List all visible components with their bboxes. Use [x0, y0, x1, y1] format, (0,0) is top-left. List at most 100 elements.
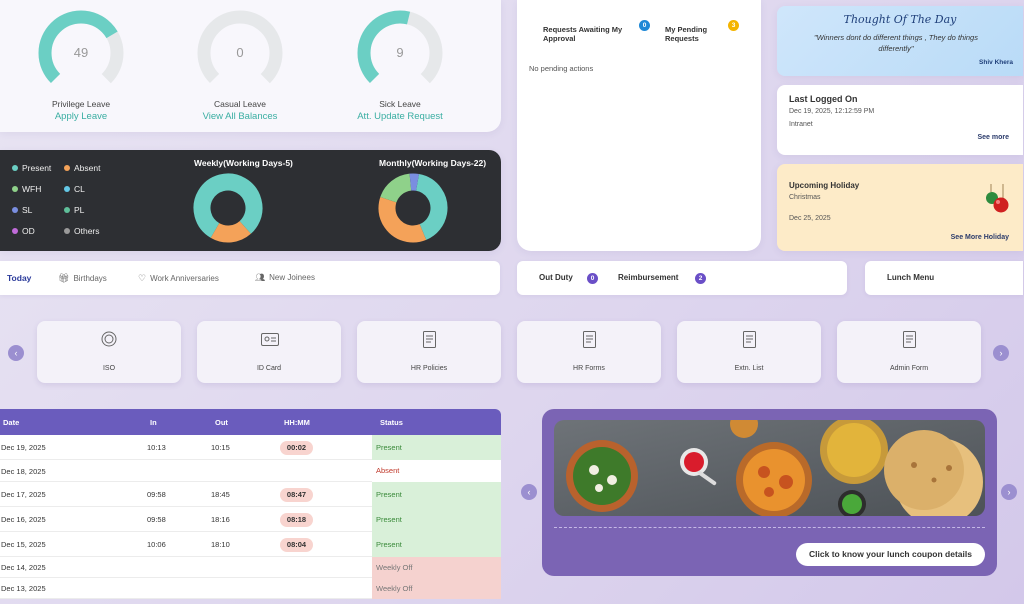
- slice-present: [378, 173, 448, 243]
- cell-out: 18:16: [211, 515, 230, 524]
- legend-swatch: [64, 186, 70, 192]
- tab-birthdays[interactable]: 🎁︎ Birthdays: [58, 273, 107, 284]
- tab-out-duty[interactable]: Out Duty: [539, 273, 573, 282]
- iso-icon: [101, 331, 117, 347]
- legend-label: OD: [22, 226, 35, 236]
- cell-date: Dec 17, 2025: [1, 490, 46, 499]
- christmas-ornament-icon: [986, 184, 1009, 213]
- privilege-leave-value: 49: [73, 45, 89, 60]
- privilege-leave-gauge: [38, 10, 124, 96]
- col-hhmm: HH:MM: [284, 418, 310, 427]
- quicklink-label: Admin Form: [889, 365, 929, 372]
- tab-my-pending-requests[interactable]: My Pending Requests: [665, 25, 708, 43]
- cell-hhmm: 08:47: [280, 488, 313, 502]
- attendance-chart-card: Present Absent WFH CL SL PL OD Others Weekly(Wo…: [0, 150, 501, 251]
- thought-of-day-card: Thought Of The Day "Winners dont do diff…: [777, 6, 1023, 76]
- legend-present: Present: [12, 163, 51, 173]
- quicklinks-prev-button[interactable]: ‹: [8, 345, 24, 361]
- banner-dashed-divider: [554, 527, 985, 528]
- quicklink-hr-forms[interactable]: HR Forms: [517, 321, 661, 383]
- cell-status: Present: [372, 507, 501, 532]
- quicklink-admin-form[interactable]: Admin Form: [837, 321, 981, 383]
- privilege-leave-label: Privilege Leave: [51, 99, 111, 109]
- users-icon: 👥︎: [255, 273, 266, 282]
- heart-icon: ♡: [138, 273, 147, 283]
- legend-swatch: [12, 186, 18, 192]
- tab-reimbursement[interactable]: Reimbursement: [618, 273, 678, 282]
- cell-date: Dec 15, 2025: [1, 540, 46, 549]
- lunch-coupon-button[interactable]: Click to know your lunch coupon details: [796, 543, 985, 566]
- cell-status: Weekly Off: [372, 557, 501, 578]
- quicklink-label: HR Policies: [410, 365, 448, 372]
- col-in: In: [150, 418, 157, 427]
- holiday-title: Upcoming Holiday: [789, 181, 860, 190]
- hr-policies-icon: [423, 331, 436, 348]
- legend-swatch: [12, 207, 18, 213]
- table-row: Dec 16, 2025 09:58 18:16 08:18 Present: [0, 507, 501, 532]
- legend-pl: PL: [64, 205, 84, 215]
- holiday-date: Dec 25, 2025: [789, 215, 831, 222]
- slice-absent: [378, 173, 448, 243]
- table-row: Dec 17, 2025 09:58 18:45 08:47 Present: [0, 482, 501, 507]
- quicklink-extn-list[interactable]: Extn. List: [677, 321, 821, 383]
- lunch-prev-button[interactable]: ‹: [521, 484, 537, 500]
- legend-wfh: WFH: [12, 184, 41, 194]
- cell-status: Present: [372, 482, 501, 507]
- table-row: Dec 13, 2025 Weekly Off: [0, 578, 501, 599]
- leave-balance-card: 49 Privilege Leave Apply Leave 0 Casual Leav…: [0, 0, 501, 132]
- awaiting-count-badge: 0: [639, 20, 650, 31]
- quicklinks-next-button[interactable]: ›: [993, 345, 1009, 361]
- tab-work-anniversaries[interactable]: ♡ Work Anniversaries: [138, 273, 219, 284]
- legend-label: PL: [74, 205, 85, 215]
- cell-status: Present: [372, 435, 501, 460]
- weekly-donut-chart: [193, 173, 263, 243]
- cell-out: 10:15: [211, 443, 230, 452]
- quicklink-hr-policies[interactable]: HR Policies: [357, 321, 501, 383]
- see-more-holiday-link[interactable]: See More Holiday: [950, 234, 1009, 241]
- quicklink-label: HR Forms: [573, 365, 605, 372]
- extension-list-icon: [743, 331, 756, 348]
- reimbursement-label: Reimbursement: [618, 273, 679, 282]
- sick-leave-gauge: [357, 10, 443, 96]
- cell-hhmm: 00:02: [280, 441, 313, 455]
- apply-leave-link[interactable]: Apply Leave: [54, 111, 108, 122]
- legend-swatch: [64, 228, 70, 234]
- tab-today[interactable]: Today: [7, 273, 32, 283]
- legend-label: SL: [22, 205, 33, 215]
- cell-date: Dec 16, 2025: [1, 515, 46, 524]
- lunch-next-button[interactable]: ›: [1001, 484, 1017, 500]
- legend-swatch: [64, 165, 70, 171]
- legend-od: OD: [12, 226, 35, 236]
- lunch-menu-tab[interactable]: Lunch Menu: [865, 261, 1023, 295]
- lunch-food-image: [554, 420, 985, 516]
- tab-requests-awaiting[interactable]: Requests Awaiting My Approval: [543, 25, 623, 43]
- weekly-chart-title: Weekly(Working Days-5): [194, 158, 293, 168]
- last-logged-source: Intranet: [789, 121, 813, 128]
- view-all-balances-link[interactable]: View All Balances: [202, 111, 278, 122]
- sick-leave-value: 9: [396, 45, 404, 60]
- today-tabs-bar: Today 🎁︎ Birthdays ♡ Work Anniversaries …: [0, 261, 500, 295]
- att-update-request-link[interactable]: Att. Update Request: [357, 111, 443, 122]
- tab-new-joinees[interactable]: 👥︎ New Joinees: [255, 273, 315, 282]
- casual-leave-value: 0: [236, 45, 244, 60]
- see-more-link[interactable]: See more: [977, 134, 1009, 141]
- cell-hhmm: 08:04: [280, 538, 313, 552]
- legend-label: CL: [74, 184, 85, 194]
- cell-status: Absent: [372, 460, 501, 482]
- casual-leave-gauge: [197, 10, 283, 96]
- table-row: Dec 19, 2025 10:13 10:15 00:02 Present: [0, 435, 501, 460]
- quicklink-label: ISO: [102, 365, 116, 372]
- lunch-coupon-banner: Click to know your lunch coupon details: [542, 409, 997, 576]
- gift-icon: 🎁︎: [58, 273, 70, 283]
- last-logged-card: Last Logged On Dec 19, 2025, 12:12:59 PM…: [777, 85, 1023, 155]
- cell-in: 09:58: [147, 515, 166, 524]
- quicklink-iso[interactable]: ISO: [37, 321, 181, 383]
- table-row: Dec 14, 2025 Weekly Off: [0, 557, 501, 578]
- table-row: Dec 18, 2025 Absent: [0, 460, 501, 482]
- thought-title: Thought Of The Day: [843, 13, 957, 26]
- quicklink-id-card[interactable]: ID Card: [197, 321, 341, 383]
- legend-absent: Absent: [64, 163, 100, 173]
- cell-hhmm: 08:18: [280, 513, 313, 527]
- cell-date: Dec 13, 2025: [1, 584, 46, 593]
- legend-swatch: [64, 207, 70, 213]
